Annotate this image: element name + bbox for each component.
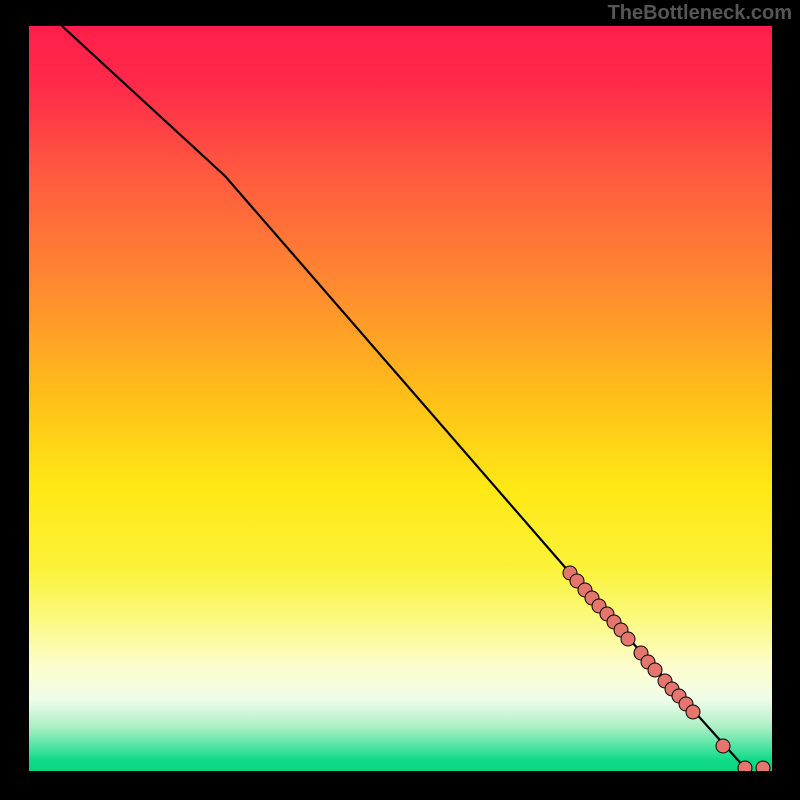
plot-area xyxy=(29,26,772,771)
data-marker xyxy=(716,739,730,753)
watermark-text: TheBottleneck.com xyxy=(608,2,792,25)
data-marker xyxy=(686,705,700,719)
data-marker xyxy=(621,632,635,646)
marker-group xyxy=(563,566,770,771)
data-marker xyxy=(738,761,752,771)
data-marker xyxy=(756,761,770,771)
data-overlay xyxy=(29,26,772,771)
data-marker xyxy=(648,663,662,677)
chart-container: TheBottleneck.com xyxy=(0,0,800,800)
